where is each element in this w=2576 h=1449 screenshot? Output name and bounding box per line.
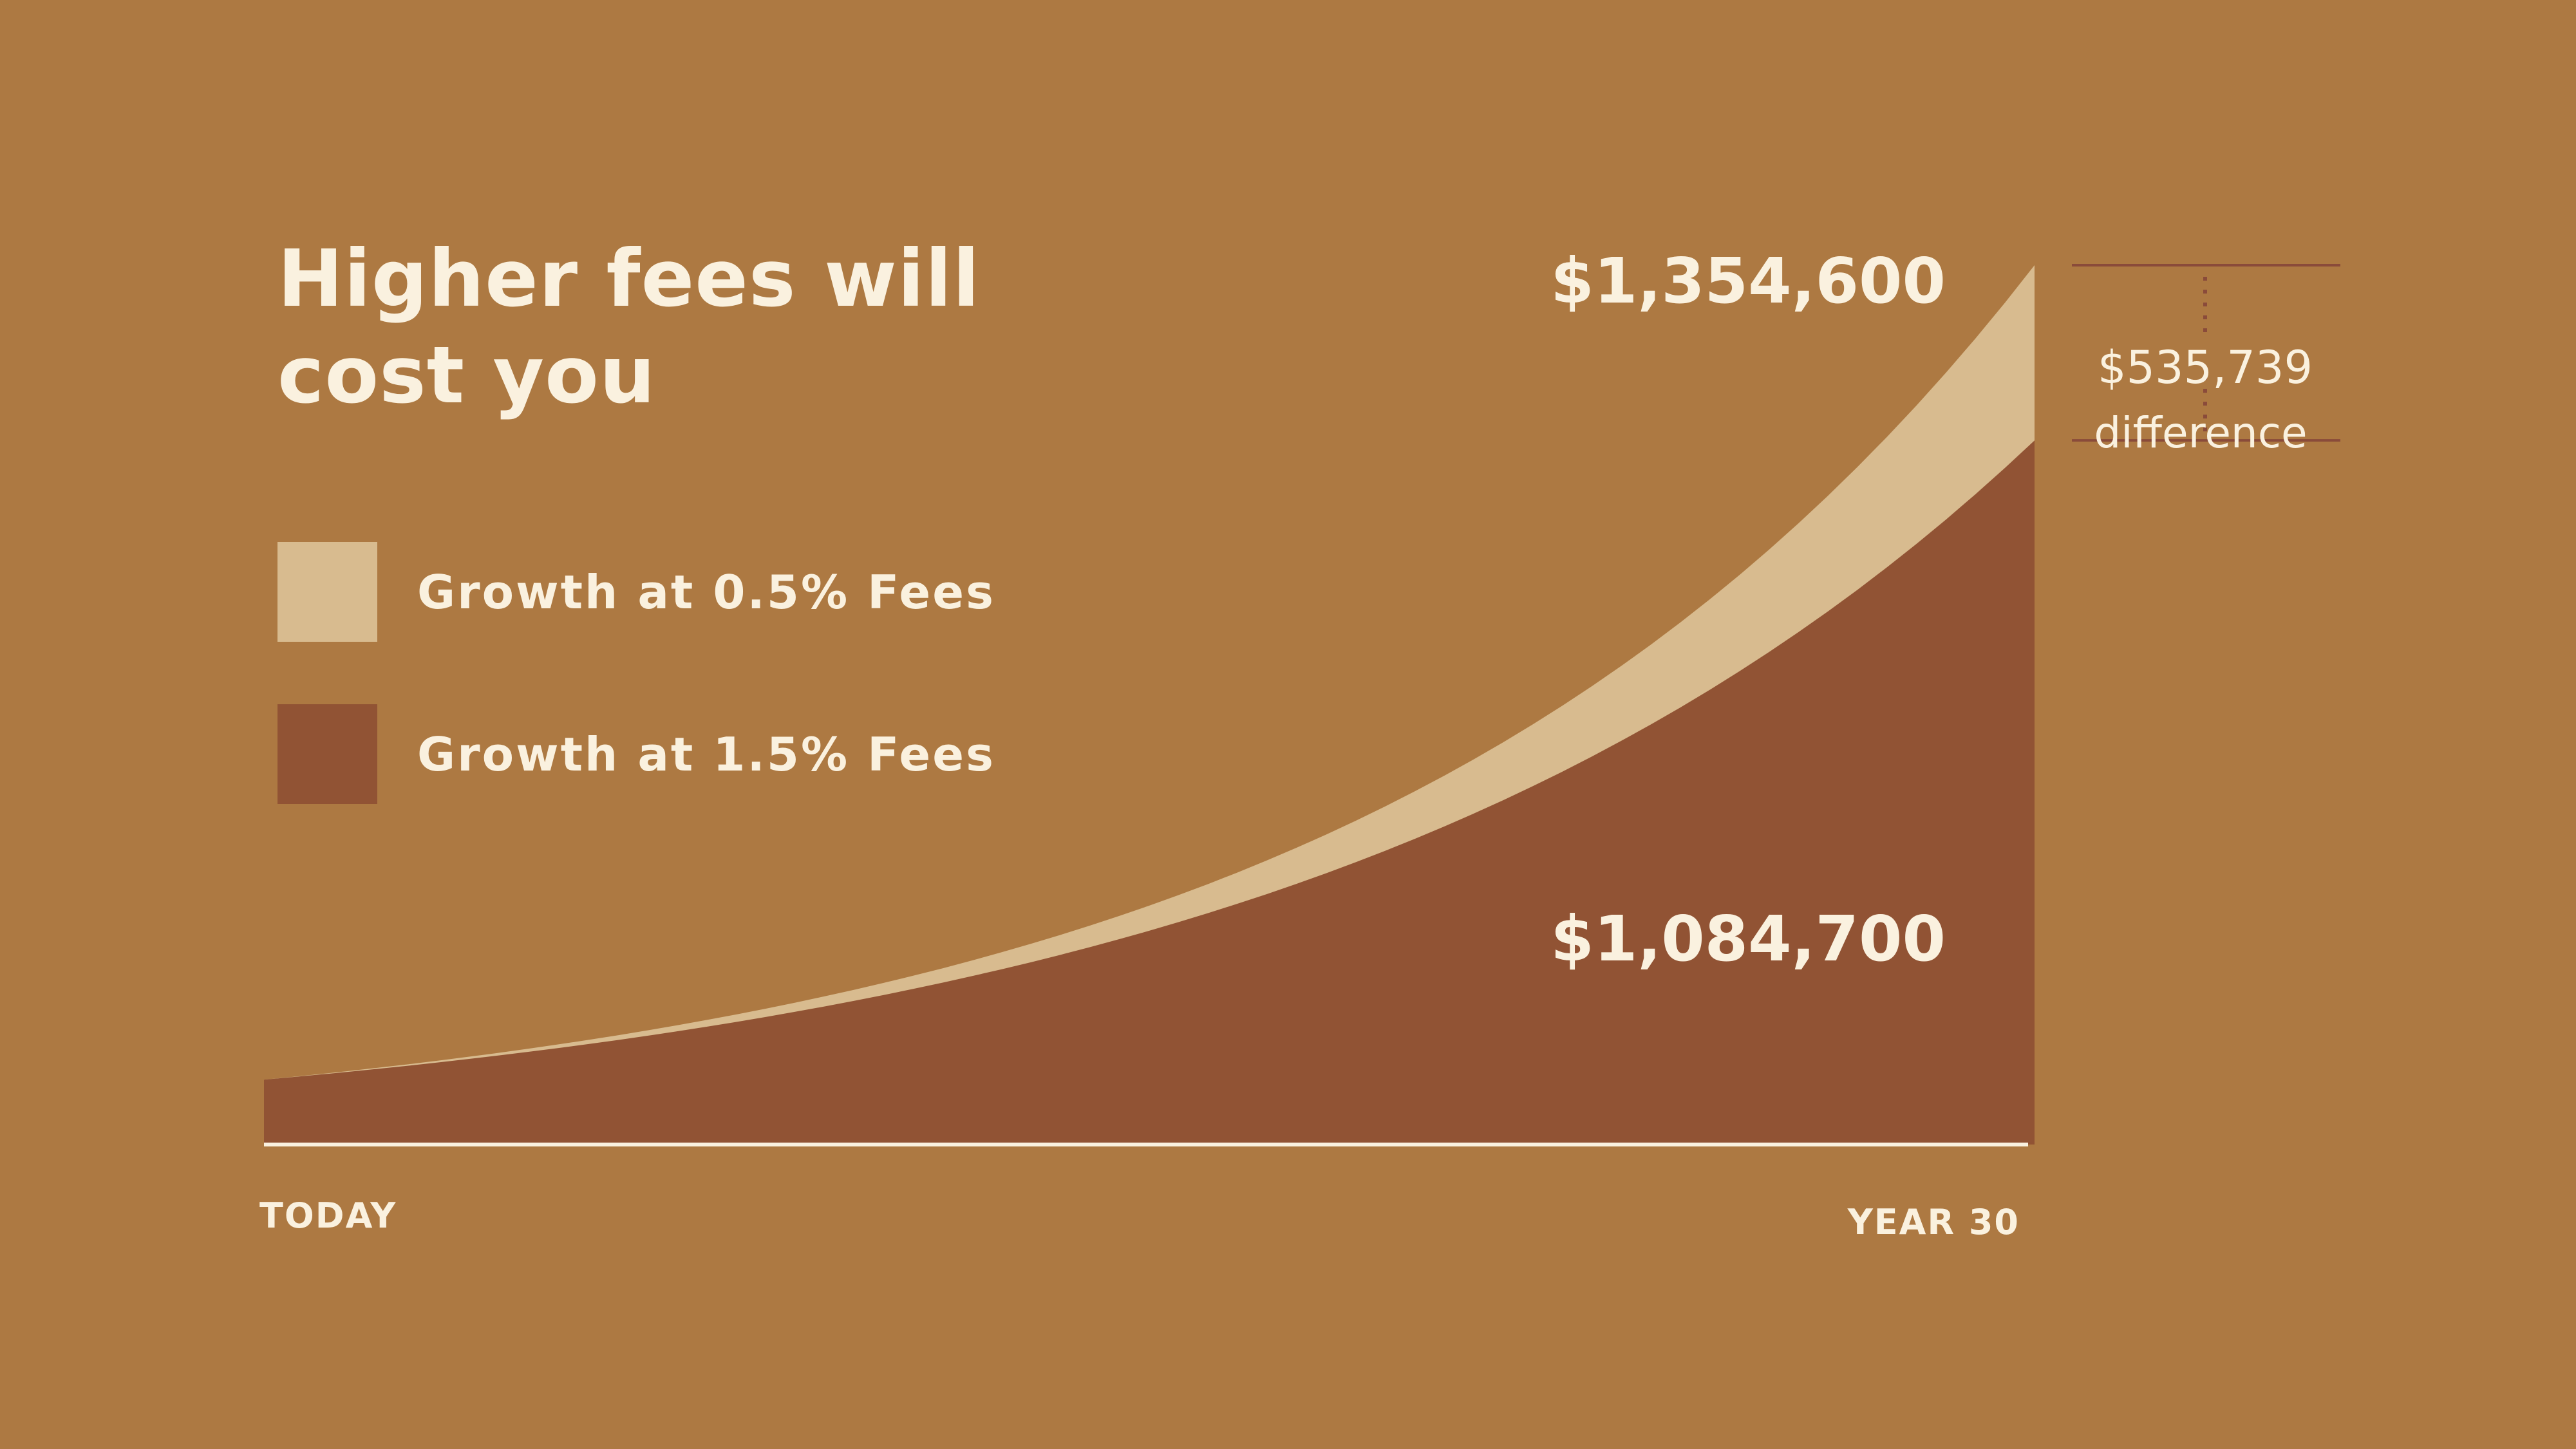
series-end-label-low-fee: $1,354,600 (1550, 245, 1946, 317)
x-tick-label-year-30: YEAR 30 (1847, 1202, 2020, 1242)
legend-item-high-fee: Growth at 1.5% Fees (277, 704, 995, 804)
page-title: Higher fees will cost you (277, 233, 981, 421)
legend-item-low-fee: Growth at 0.5% Fees (277, 542, 995, 642)
legend-swatch-high-fee (277, 704, 377, 804)
difference-value: $535,739 (2098, 341, 2313, 394)
legend-label-high-fee: Growth at 1.5% Fees (417, 727, 995, 781)
x-tick-label-today: TODAY (259, 1195, 397, 1236)
legend-label-low-fee: Growth at 0.5% Fees (417, 565, 995, 619)
legend-swatch-low-fee (277, 542, 377, 642)
series-end-label-high-fee: $1,084,700 (1550, 902, 1946, 975)
series-area-high-fee (264, 440, 2035, 1145)
legend: Growth at 0.5% Fees Growth at 1.5% Fees (277, 542, 995, 866)
difference-caption: difference (2094, 408, 2307, 458)
